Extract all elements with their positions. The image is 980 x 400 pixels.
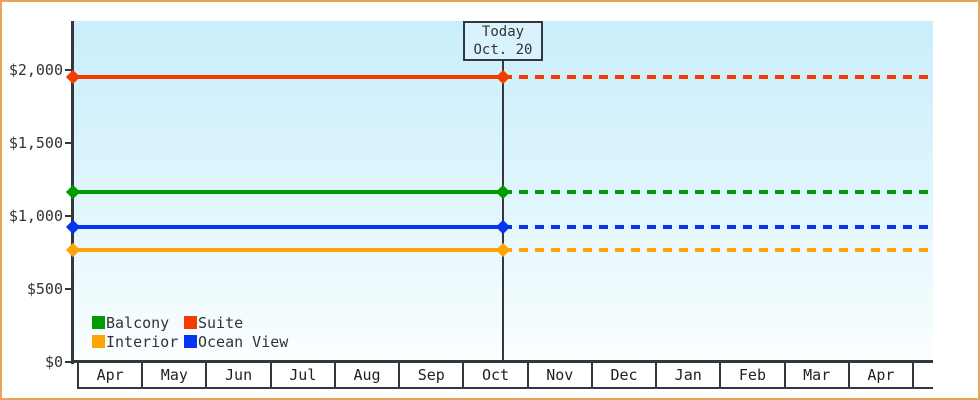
legend-label-suite: Suite [198, 313, 244, 332]
today-annotation-box: Today Oct. 20 [463, 21, 543, 61]
month-cell-apr: Apr [77, 363, 141, 387]
legend-swatch-interior [92, 335, 105, 348]
series-line-suite-solid [73, 75, 503, 80]
y-tick-label: $0 [44, 353, 63, 371]
month-cell-aug: Aug [333, 363, 398, 387]
month-cell-jul: Jul [269, 363, 334, 387]
month-cell-oct: Oct [462, 363, 526, 387]
series-line-balcony-dashed [503, 189, 933, 194]
month-cell-nov: Nov [526, 363, 591, 387]
today-date: Oct. 20 [473, 42, 533, 58]
y-tick-label: $1,500 [8, 134, 63, 152]
y-tick-mark [65, 361, 73, 363]
month-cell-apr: Apr [847, 363, 912, 387]
legend-swatch-suite [184, 316, 197, 329]
y-tick-mark [65, 142, 73, 144]
series-line-interior-dashed [503, 248, 933, 253]
legend-swatch-balcony [92, 316, 105, 329]
y-tick-label: $500 [26, 280, 63, 298]
series-line-suite-dashed [503, 75, 933, 80]
x-axis-month-row: Apr May Jun Jul Aug Sep Oct Nov Dec Jan Feb Mar Apr [77, 363, 933, 389]
legend-label-interior: Interior [106, 332, 179, 351]
month-cell-sep: Sep [398, 363, 462, 387]
month-cell-empty [912, 363, 933, 387]
legend: Balcony Suite Interior Ocean View [92, 313, 288, 351]
legend-item-ocean-view: Ocean View [184, 332, 288, 351]
month-cell-jan: Jan [655, 363, 719, 387]
today-label: Today [481, 24, 525, 40]
y-tick-mark [65, 69, 73, 71]
legend-label-ocean-view: Ocean View [198, 332, 289, 351]
legend-label-balcony: Balcony [106, 313, 170, 332]
today-vertical-line [502, 59, 504, 362]
y-tick-label: $2,000 [8, 61, 63, 79]
month-cell-mar: Mar [783, 363, 848, 387]
x-axis-line [71, 360, 933, 363]
series-line-ocean-view-dashed [503, 224, 933, 229]
series-line-balcony-solid [73, 189, 503, 194]
legend-item-balcony: Balcony [92, 313, 184, 332]
y-tick-label: $1,000 [8, 207, 63, 225]
legend-item-interior: Interior [92, 332, 184, 351]
month-cell-may: May [141, 363, 205, 387]
legend-swatch-ocean-view [184, 335, 197, 348]
y-tick-mark [65, 215, 73, 217]
series-line-ocean-view-solid [73, 224, 503, 229]
series-line-interior-solid [73, 248, 503, 253]
month-cell-jun: Jun [205, 363, 269, 387]
month-cell-feb: Feb [719, 363, 783, 387]
legend-item-suite: Suite [184, 313, 288, 332]
y-tick-mark [65, 288, 73, 290]
month-cell-dec: Dec [590, 363, 655, 387]
